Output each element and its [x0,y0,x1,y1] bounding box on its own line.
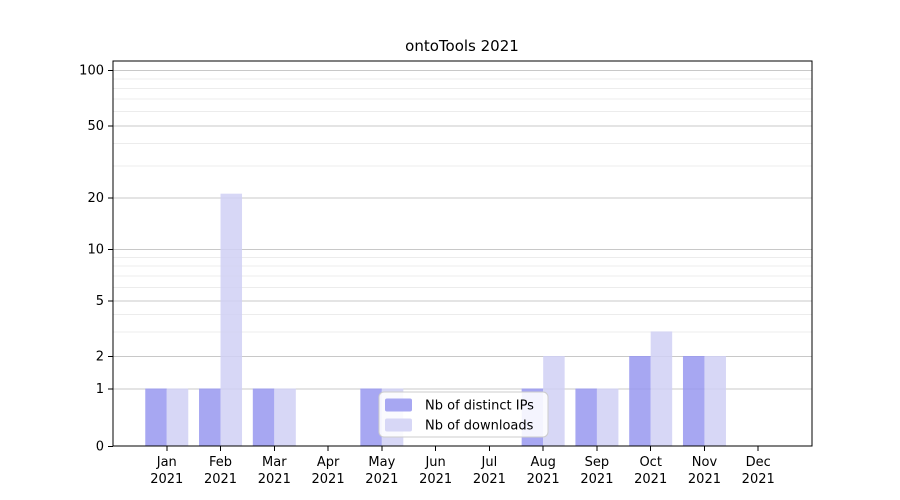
x-tick-label: Feb 2021 [204,455,237,487]
x-tick-label: Jul 2021 [473,455,506,487]
x-tick-label: Oct 2021 [634,455,667,487]
x-tick-label: Jan 2021 [150,455,183,487]
x-tick-label: May 2021 [365,455,398,487]
bar-distinct-ips-oct [629,356,651,446]
chart-title: ontoTools 2021 [405,37,519,55]
y-tick-label: 1 [96,382,104,397]
x-tick-label: Mar 2021 [258,455,291,487]
y-tick-label: 50 [87,119,104,134]
bar-downloads-aug [543,356,565,446]
axes-layer: 0 1 2 5 10 20 50 100 Jan 2021 Feb 2021 Mar 2021 Apr 202… [79,60,813,487]
plot-border [112,60,813,447]
gridlines-layer [113,70,812,390]
bar-downloads-nov [704,356,726,446]
y-tick-label: 2 [96,350,104,365]
x-tick-label: Aug 2021 [527,455,560,487]
bar-downloads-sep [596,388,619,446]
bar-distinct-ips-may [360,388,382,446]
legend-swatch-downloads-icon [385,418,412,432]
y-tick-label: 5 [96,294,104,309]
bar-downloads-feb [220,193,243,446]
bar-downloads-jan [166,388,189,446]
x-tick-label: Dec 2021 [742,455,775,487]
x-tick-label: Sep 2021 [580,455,613,487]
legend-label-downloads: Nb of downloads [425,419,534,434]
x-tick-label: Apr 2021 [312,455,345,487]
y-tick-label: 10 [87,243,104,258]
bar-downloads-mar [274,388,296,446]
bar-downloads-oct [650,331,673,446]
legend-swatch-distinct-ips-icon [385,398,412,412]
legend-label-distinct-ips: Nb of distinct IPs [425,399,534,414]
y-tick-label: 100 [79,64,104,79]
bar-distinct-ips-nov [682,356,705,446]
x-tick-label: Jun 2021 [419,455,452,487]
bar-distinct-ips-mar [252,388,275,446]
bar-distinct-ips-feb [199,388,221,446]
legend: Nb of distinct IPs Nb of downloads [378,391,549,438]
bar-distinct-ips-sep [575,388,597,446]
y-tick-label: 20 [87,191,104,206]
x-tick-label: Nov 2021 [688,455,721,487]
bar-distinct-ips-jan [145,388,167,446]
legend-box [378,391,549,438]
y-tick-label: 0 [96,440,104,455]
